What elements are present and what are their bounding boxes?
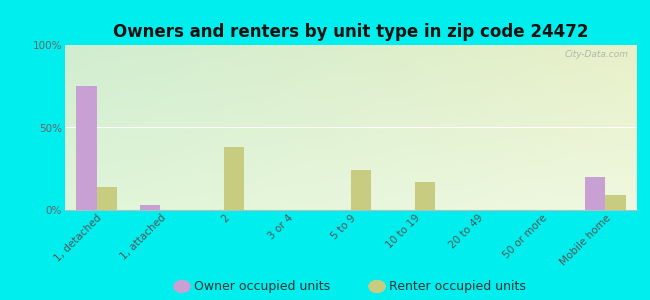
Bar xyxy=(140,205,161,210)
Bar xyxy=(351,170,371,210)
Text: Owner occupied units: Owner occupied units xyxy=(194,280,330,293)
Text: Renter occupied units: Renter occupied units xyxy=(389,280,526,293)
Bar xyxy=(605,195,625,210)
Bar xyxy=(224,147,244,210)
Bar xyxy=(97,187,117,210)
Text: City-Data.com: City-Data.com xyxy=(564,50,629,59)
Bar xyxy=(77,86,97,210)
Bar xyxy=(585,177,605,210)
Title: Owners and renters by unit type in zip code 24472: Owners and renters by unit type in zip c… xyxy=(113,23,589,41)
Bar xyxy=(415,182,435,210)
